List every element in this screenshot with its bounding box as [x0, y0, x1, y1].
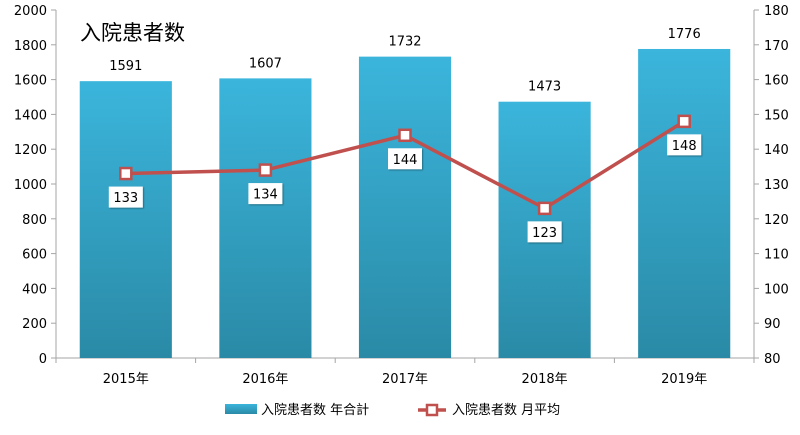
line-marker — [119, 166, 133, 181]
left-tick-label: 1800 — [14, 39, 47, 54]
bar-data-label: 1776 — [668, 27, 701, 42]
line-marker — [677, 114, 691, 129]
bar — [638, 48, 731, 358]
bar — [358, 56, 452, 359]
line-label-box — [248, 183, 283, 205]
x-tick-label: 2016年 — [242, 372, 288, 387]
line-label-box — [667, 134, 702, 156]
line-label-box — [527, 221, 562, 243]
x-tick-label: 2019年 — [661, 372, 707, 387]
right-tick-label: 130 — [764, 178, 789, 193]
bar-data-label: 1591 — [109, 59, 142, 74]
left-tick-label: 0 — [39, 352, 47, 367]
line-data-label: 133 — [113, 191, 138, 206]
right-tick-label: 160 — [764, 74, 789, 89]
chart-title: 入院患者数 — [80, 21, 185, 45]
left-tick-label: 1600 — [14, 74, 47, 89]
line-marker — [537, 201, 552, 216]
legend-label: 入院患者数 年合計 — [261, 402, 369, 418]
line-data-label: 148 — [672, 139, 697, 154]
right-tick-label: 150 — [764, 108, 789, 123]
bar — [219, 78, 312, 358]
right-tick-label: 90 — [764, 317, 781, 332]
left-tick-label: 2000 — [14, 4, 47, 19]
right-tick-label: 180 — [764, 4, 789, 19]
line-marker — [258, 163, 273, 177]
bar-data-label: 1473 — [528, 80, 561, 95]
legend-bar-swatch — [225, 404, 257, 414]
x-tick-label: 2015年 — [103, 372, 149, 387]
left-tick-label: 400 — [22, 282, 47, 297]
bar-data-label: 1732 — [388, 35, 421, 50]
right-tick-label: 100 — [764, 282, 789, 297]
line-data-label: 123 — [532, 226, 557, 241]
line-label-box — [108, 186, 143, 208]
x-tick-label: 2018年 — [522, 372, 568, 387]
right-tick-label: 170 — [764, 39, 789, 54]
line-label-box — [388, 148, 422, 170]
right-tick-label: 110 — [764, 248, 789, 263]
left-tick-label: 1000 — [14, 178, 47, 193]
legend-label: 入院患者数 月平均 — [452, 403, 560, 418]
line-data-label: 134 — [253, 188, 278, 203]
left-tick-label: 800 — [22, 213, 47, 228]
left-tick-label: 1200 — [14, 143, 47, 158]
right-tick-label: 80 — [764, 352, 781, 367]
line-marker — [398, 128, 412, 143]
left-tick-label: 600 — [22, 248, 47, 263]
left-tick-label: 200 — [22, 317, 47, 332]
left-tick-label: 1400 — [14, 108, 47, 123]
line-data-label: 144 — [393, 153, 418, 168]
bar-data-label: 1607 — [249, 56, 282, 71]
legend-line-marker — [425, 403, 439, 417]
x-tick-label: 2017年 — [382, 372, 428, 387]
right-tick-label: 120 — [764, 213, 789, 228]
bar — [79, 81, 172, 358]
right-tick-label: 140 — [764, 143, 789, 158]
